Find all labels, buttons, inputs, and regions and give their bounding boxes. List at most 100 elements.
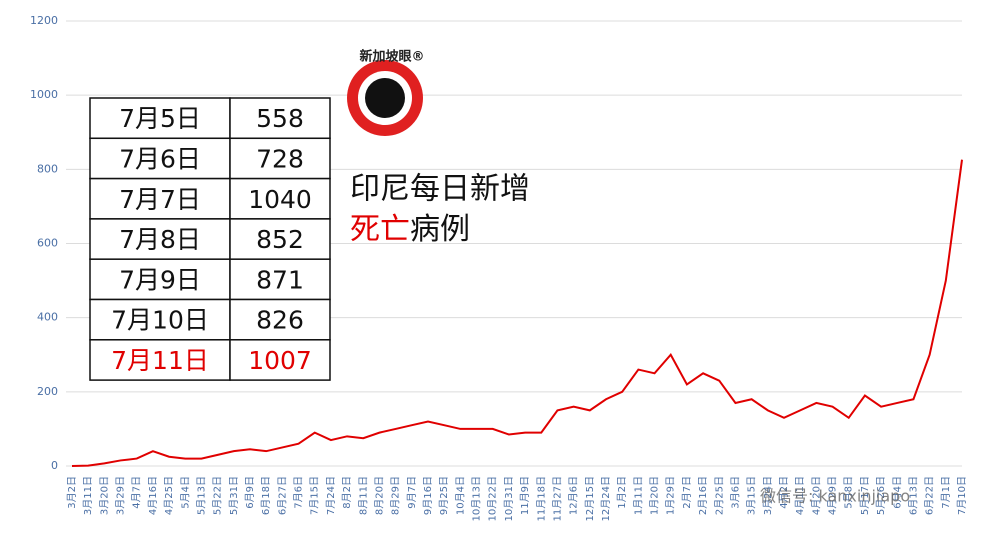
- x-tick-label: 6月13日: [907, 476, 919, 515]
- x-tick-label: 11月27日: [551, 476, 563, 521]
- x-tick-label: 4月16日: [147, 476, 159, 515]
- logo-eye: [365, 78, 405, 118]
- x-tick-label: 10月13日: [471, 476, 483, 521]
- y-tick-label: 1000: [30, 88, 58, 101]
- x-tick-label: 10月4日: [454, 476, 466, 515]
- x-tick-label: 10月31日: [503, 476, 515, 521]
- plot: 0 200 400 600 800 1000 1200 3月2日 3月11日 3月20日 3月29日…: [30, 14, 968, 521]
- x-tick-label: 3月29日: [115, 476, 127, 515]
- x-tick-label: 12月15日: [584, 476, 596, 521]
- table-text: 1040: [248, 185, 312, 214]
- x-tick-label: 9月16日: [422, 476, 434, 515]
- x-tick-label: 1月2日: [616, 476, 628, 509]
- x-tick-label: 2月16日: [697, 476, 709, 515]
- table-text: 7月9日: [119, 265, 201, 294]
- table-cell: [229, 218, 331, 260]
- x-tick-label: 5月13日: [195, 476, 207, 515]
- x-tick-label: 7月24日: [325, 476, 337, 515]
- x-tick-label: 5月4日: [179, 476, 191, 509]
- x-tick-label: 1月29日: [665, 476, 677, 515]
- y-tick-label: 1200: [30, 14, 58, 27]
- x-tick-label: 8月11日: [357, 476, 369, 515]
- x-tick-label: 1月11日: [632, 476, 644, 515]
- y-tick-label: 600: [37, 237, 58, 250]
- table-cell: [229, 258, 331, 301]
- x-tick-label: 4月29日: [827, 476, 839, 515]
- table-cell: [229, 177, 331, 220]
- x-tick-label: 8月20日: [373, 476, 385, 515]
- x-tick-label: 6月4日: [891, 476, 903, 509]
- x-tick-label: 5月31日: [228, 476, 240, 515]
- x-tick-label: 12月24日: [600, 476, 612, 521]
- x-tick-label: 12月6日: [568, 476, 580, 515]
- table-text: 728: [256, 144, 304, 173]
- title-black: 病例: [410, 212, 470, 247]
- title-red: 死亡: [350, 212, 410, 247]
- x-tick-label: 7月15日: [309, 476, 321, 515]
- x-tick-label: 4月11日: [794, 476, 806, 515]
- table-text: 7月8日: [119, 225, 201, 254]
- x-tick-label: 4月7日: [131, 476, 143, 509]
- table-cell: [229, 339, 331, 381]
- table-cell: [229, 298, 331, 341]
- table-text: 558: [256, 104, 304, 133]
- y-tick-label: 400: [37, 311, 58, 324]
- x-tick-label: 3月15日: [746, 476, 758, 515]
- x-tick-label: 7月10日: [956, 476, 968, 515]
- x-tick-label: 2月7日: [681, 476, 693, 509]
- table-cell: [89, 218, 231, 260]
- table-text: 7月5日: [119, 104, 201, 133]
- title-line1: 印尼每日新增: [350, 172, 530, 207]
- x-tick-label: 10月22日: [487, 476, 499, 521]
- table-text: 7月11日: [111, 346, 209, 375]
- x-tick-label: 7月1日: [940, 476, 952, 509]
- table-cell: [229, 97, 331, 140]
- x-tick-label: 9月25日: [438, 476, 450, 515]
- x-tick-label: 4月25日: [163, 476, 175, 515]
- y-tick-label: 800: [37, 162, 58, 175]
- x-tick-label: 3月2日: [66, 476, 78, 509]
- table-text: 871: [256, 265, 304, 294]
- watermark: 微信号: kanxinjiapo: [760, 487, 910, 506]
- x-tick-label: 6月18日: [260, 476, 272, 515]
- x-tick-label: 3月24日: [762, 476, 774, 515]
- x-tick-label: 3月6日: [729, 476, 741, 509]
- x-tick-label: 11月9日: [519, 476, 531, 515]
- y-tick-label: 0: [51, 459, 58, 472]
- table-text: 7月7日: [119, 185, 201, 214]
- x-tick-label: 8月29日: [390, 476, 402, 515]
- table-text: 852: [256, 225, 304, 254]
- table-cell: [89, 137, 231, 180]
- x-tick-label: 3月20日: [98, 476, 110, 515]
- x-tick-label: 7月6日: [293, 476, 305, 509]
- logo: 新加坡眼®: [347, 49, 425, 136]
- title-line2: 死亡病例: [350, 212, 470, 247]
- x-tick-label: 4月20日: [810, 476, 822, 515]
- x-tick-label: 9月7日: [406, 476, 418, 509]
- x-tick-label: 1月20日: [649, 476, 661, 515]
- x-tick-label: 5月8日: [843, 476, 855, 509]
- x-tick-label: 3月11日: [82, 476, 94, 515]
- table-cell: [89, 298, 231, 341]
- data-line: [71, 159, 963, 467]
- x-tick-label: 6月9日: [244, 476, 256, 509]
- x-tick-label: 6月27日: [276, 476, 288, 515]
- x-tick-label: 5月22日: [212, 476, 224, 515]
- table-text: 7月10日: [111, 306, 209, 335]
- x-tick-label: 11月18日: [535, 476, 547, 521]
- data-table: 7月5日 558 7月6日 728 7月7日 1040 7月8日 852 7月9日 871 7月10…: [89, 97, 331, 381]
- x-tick-label: 2月25日: [713, 476, 725, 515]
- x-tick-label: 8月2日: [341, 476, 353, 509]
- x-tick-label: 5月26日: [875, 476, 887, 515]
- table-cell: [229, 137, 331, 180]
- table-text: 826: [256, 306, 304, 335]
- x-tick-label: 5月17日: [859, 476, 871, 515]
- logo-text: 新加坡眼®: [359, 49, 424, 65]
- x-tick-label: 4月2日: [778, 476, 790, 509]
- x-tick-label: 6月22日: [924, 476, 936, 515]
- table-text: 1007: [248, 346, 312, 375]
- table-cell: [89, 97, 231, 140]
- y-tick-label: 200: [37, 385, 58, 398]
- table-text: 7月6日: [119, 144, 201, 173]
